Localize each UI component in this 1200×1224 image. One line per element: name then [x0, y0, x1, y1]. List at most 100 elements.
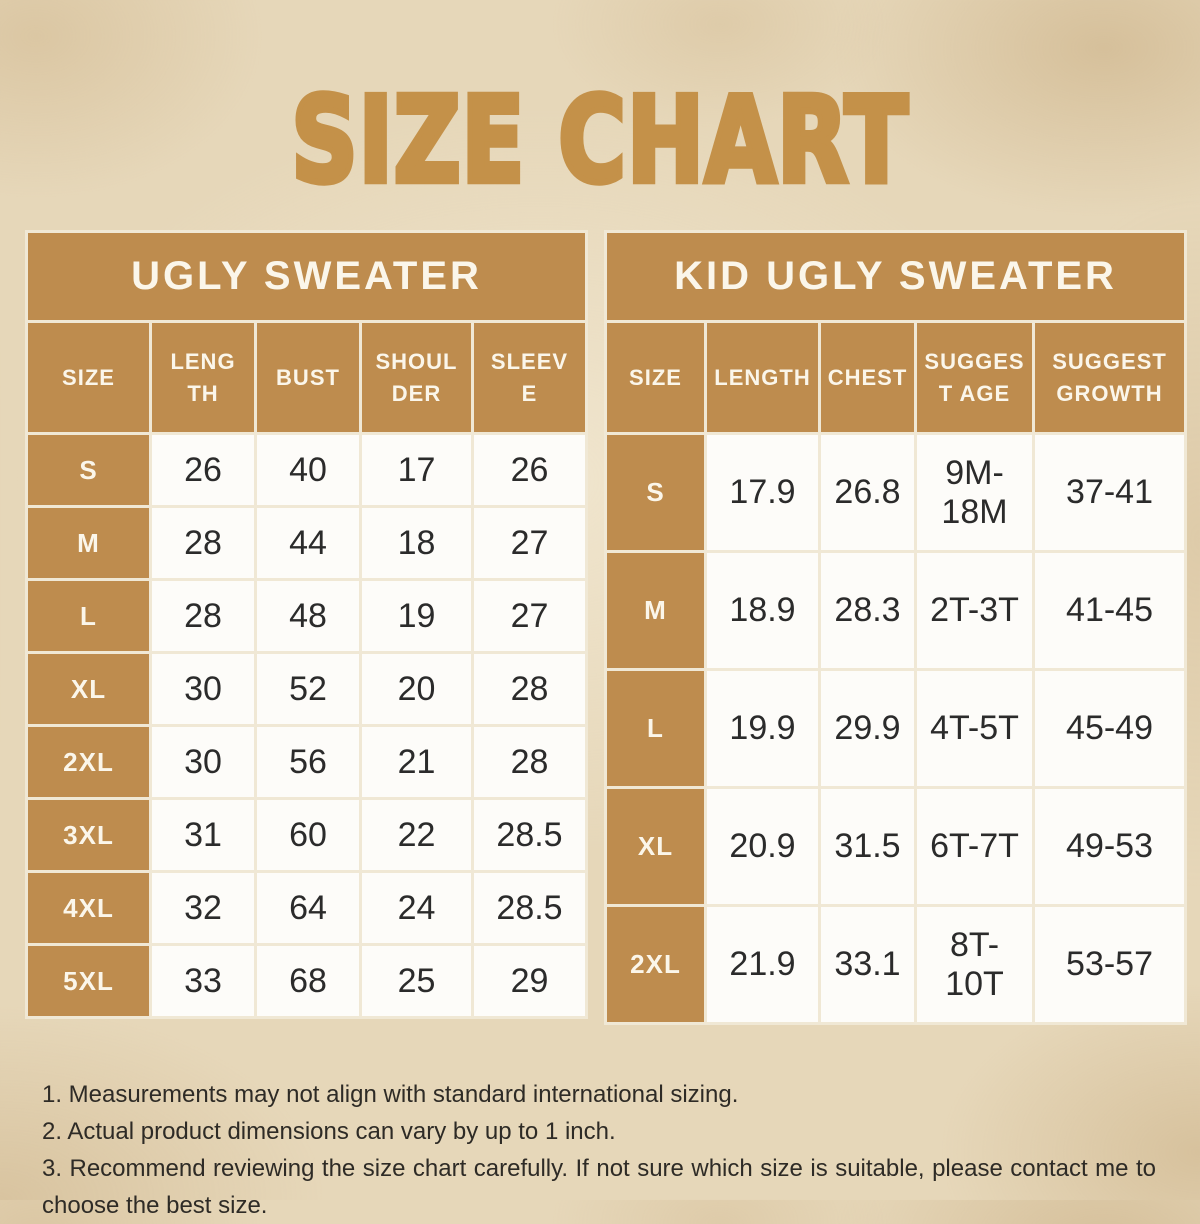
table-title-row: UGLY SWEATER — [25, 230, 588, 323]
value-cell: 20 — [359, 651, 474, 727]
column-header-suggest-age: SUGGES T AGE — [914, 320, 1035, 435]
column-header-bust: BUST — [254, 320, 362, 435]
kid-table-body: S 17.9 26.8 9M-18M 37-41 M 18.9 28.3 2T-3T 41-45 L… — [604, 432, 1188, 1025]
value-cell: 68 — [254, 943, 362, 1019]
value-cell: 19.9 — [704, 668, 821, 789]
value-cell: 44 — [254, 505, 362, 581]
table-row: 2XL 21.9 33.1 8T-10T 53-57 — [604, 904, 1188, 1025]
column-header-chest: CHEST — [818, 320, 917, 435]
size-cell: M — [604, 550, 707, 671]
value-cell: 31.5 — [818, 786, 917, 907]
table-row: XL 20.9 31.5 6T-7T 49-53 — [604, 786, 1188, 907]
tables-row: UGLY SWEATER SIZE LENG TH BUST SHOUL DER… — [25, 230, 1188, 1025]
column-header-length: LENGTH — [704, 320, 821, 435]
value-cell: 26 — [149, 432, 257, 508]
value-cell: 41-45 — [1031, 550, 1188, 671]
page-title: SIZE CHART — [289, 69, 910, 212]
value-cell: 26 — [471, 432, 588, 508]
value-cell: 64 — [254, 870, 362, 946]
value-cell: 28 — [149, 505, 257, 581]
value-cell: 28.5 — [471, 797, 588, 873]
column-header-size: SIZE — [25, 320, 152, 435]
column-header-suggest-growth: SUGGEST GROWTH — [1031, 320, 1188, 435]
value-cell: 33.1 — [818, 904, 917, 1025]
adult-table-title: UGLY SWEATER — [25, 230, 588, 323]
column-header-row: SIZE LENGTH CHEST SUGGES T AGE SUGGEST G… — [604, 320, 1188, 435]
column-header-row: SIZE LENG TH BUST SHOUL DER SLEEV E — [25, 320, 588, 435]
value-cell: 26.8 — [818, 432, 917, 553]
size-cell: M — [25, 505, 152, 581]
value-cell: 17 — [359, 432, 474, 508]
value-cell: 21 — [359, 724, 474, 800]
note-line-1: 1. Measurements may not align with stand… — [42, 1081, 739, 1108]
table-row: S 26 40 17 26 — [25, 432, 588, 508]
table-row: L 28 48 19 27 — [25, 578, 588, 654]
table-row: 5XL 33 68 25 29 — [25, 943, 588, 1019]
value-cell: 20.9 — [704, 786, 821, 907]
note-line-2: 2. Actual product dimensions can vary by… — [42, 1118, 616, 1145]
value-cell: 28 — [471, 651, 588, 727]
table-row: 4XL 32 64 24 28.5 — [25, 870, 588, 946]
adult-table-body: S 26 40 17 26 M 28 44 18 27 L 28 48 19 27 XL 30 52 20 28 2XL… — [25, 432, 588, 1019]
size-cell: 2XL — [604, 904, 707, 1025]
table-row: 3XL 31 60 22 28.5 — [25, 797, 588, 873]
value-cell: 40 — [254, 432, 362, 508]
value-cell: 28.5 — [471, 870, 588, 946]
column-header-size: SIZE — [604, 320, 707, 435]
size-cell: S — [604, 432, 707, 553]
value-cell: 48 — [254, 578, 362, 654]
value-cell: 18 — [359, 505, 474, 581]
size-cell: S — [25, 432, 152, 508]
value-cell: 28 — [149, 578, 257, 654]
value-cell: 45-49 — [1031, 668, 1188, 789]
notes: 1. Measurements may not align with stand… — [42, 1076, 1156, 1224]
value-cell: 49-53 — [1031, 786, 1188, 907]
size-cell: 5XL — [25, 943, 152, 1019]
size-cell: XL — [604, 786, 707, 907]
value-cell: 28.3 — [818, 550, 917, 671]
value-cell: 56 — [254, 724, 362, 800]
value-cell: 52 — [254, 651, 362, 727]
value-cell: 27 — [471, 505, 588, 581]
table-title-row: KID UGLY SWEATER — [603, 230, 1188, 323]
value-cell: 18.9 — [704, 550, 821, 671]
table-row: XL 30 52 20 28 — [25, 651, 588, 727]
note-line-3: 3. Recommend reviewing the size chart ca… — [42, 1155, 1156, 1219]
column-header-sleeve: SLEEV E — [471, 320, 588, 435]
column-header-length: LENG TH — [149, 320, 257, 435]
value-cell: 29 — [471, 943, 588, 1019]
table-row: L 19.9 29.9 4T-5T 45-49 — [604, 668, 1188, 789]
table-row: M 18.9 28.3 2T-3T 41-45 — [604, 550, 1188, 671]
value-cell: 24 — [359, 870, 474, 946]
adult-size-table: UGLY SWEATER SIZE LENG TH BUST SHOUL DER… — [25, 230, 588, 1019]
size-cell: XL — [25, 651, 152, 727]
size-cell: L — [25, 578, 152, 654]
table-row: S 17.9 26.8 9M-18M 37-41 — [604, 432, 1188, 553]
value-cell: 19 — [359, 578, 474, 654]
kid-size-table: KID UGLY SWEATER SIZE LENGTH CHEST SUGGE… — [603, 230, 1188, 1025]
value-cell: 30 — [149, 651, 257, 727]
value-cell: 29.9 — [818, 668, 917, 789]
value-cell: 8T-10T — [914, 904, 1035, 1025]
table-row: 2XL 30 56 21 28 — [25, 724, 588, 800]
value-cell: 4T-5T — [914, 668, 1035, 789]
size-cell: L — [604, 668, 707, 789]
size-cell: 3XL — [25, 797, 152, 873]
column-header-shoulder: SHOUL DER — [359, 320, 474, 435]
value-cell: 25 — [359, 943, 474, 1019]
value-cell: 60 — [254, 797, 362, 873]
value-cell: 21.9 — [704, 904, 821, 1025]
value-cell: 30 — [149, 724, 257, 800]
value-cell: 17.9 — [704, 432, 821, 553]
value-cell: 53-57 — [1031, 904, 1188, 1025]
value-cell: 31 — [149, 797, 257, 873]
value-cell: 2T-3T — [914, 550, 1035, 671]
size-cell: 4XL — [25, 870, 152, 946]
size-cell: 2XL — [25, 724, 152, 800]
value-cell: 37-41 — [1031, 432, 1188, 553]
value-cell: 32 — [149, 870, 257, 946]
table-row: M 28 44 18 27 — [25, 505, 588, 581]
value-cell: 28 — [471, 724, 588, 800]
value-cell: 6T-7T — [914, 786, 1035, 907]
kid-table-title: KID UGLY SWEATER — [603, 230, 1188, 323]
